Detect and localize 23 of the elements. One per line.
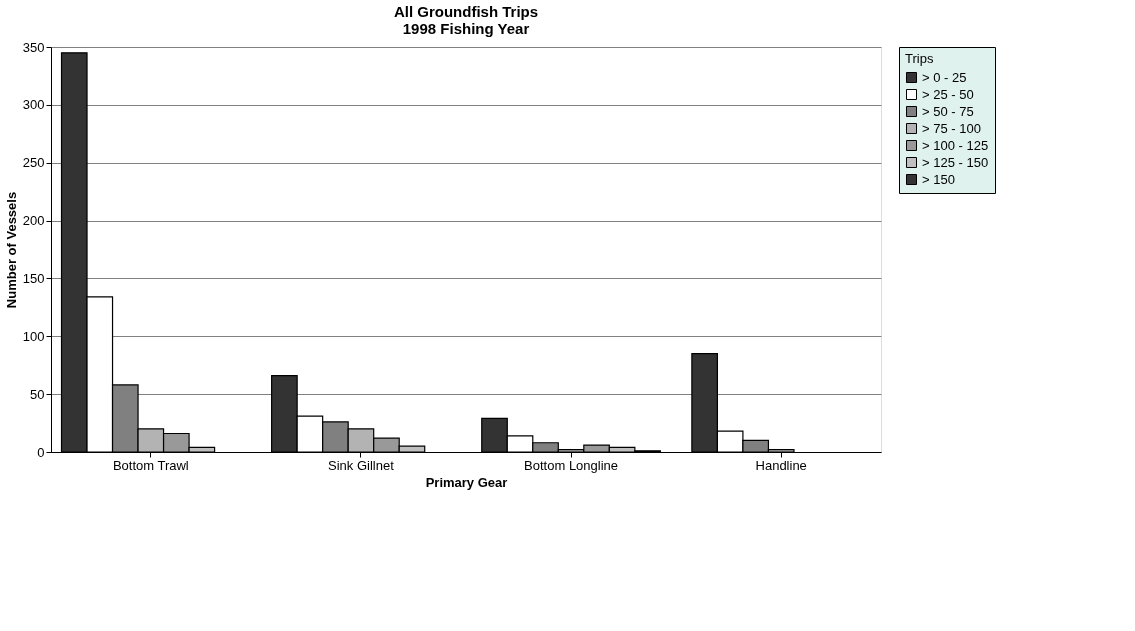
- legend-label: > 150: [922, 171, 955, 187]
- y-axis-title: Number of Vessels: [3, 191, 19, 309]
- x-tick-label: Handline: [755, 457, 807, 473]
- y-tick-label: 200: [22, 213, 45, 229]
- legend-title: Trips: [905, 51, 934, 66]
- y-tick-label: 250: [22, 155, 45, 171]
- y-tick-label: 150: [22, 270, 45, 286]
- x-tick-label: Sink Gillnet: [328, 457, 395, 473]
- y-tick-label: 50: [30, 386, 45, 402]
- legend-label: > 75 - 100: [922, 120, 981, 136]
- y-tick-label: 100: [22, 328, 45, 344]
- legend-label: > 125 - 150: [922, 154, 989, 170]
- x-tick-label: Bottom Longline: [524, 457, 619, 473]
- x-axis-title: Primary Gear: [425, 474, 508, 490]
- legend-label: > 50 - 75: [922, 103, 974, 119]
- legend-label: > 25 - 50: [922, 86, 974, 102]
- y-tick-label: 300: [22, 97, 45, 113]
- legend-label: > 0 - 25: [922, 69, 967, 85]
- x-tick-label: Bottom Trawl: [112, 457, 189, 473]
- y-tick-label: 350: [22, 39, 45, 55]
- y-tick-label: 0: [37, 444, 45, 460]
- legend-label: > 100 - 125: [922, 137, 989, 153]
- chart-title: All Groundfish Trips 1998 Fishing Year: [393, 3, 539, 37]
